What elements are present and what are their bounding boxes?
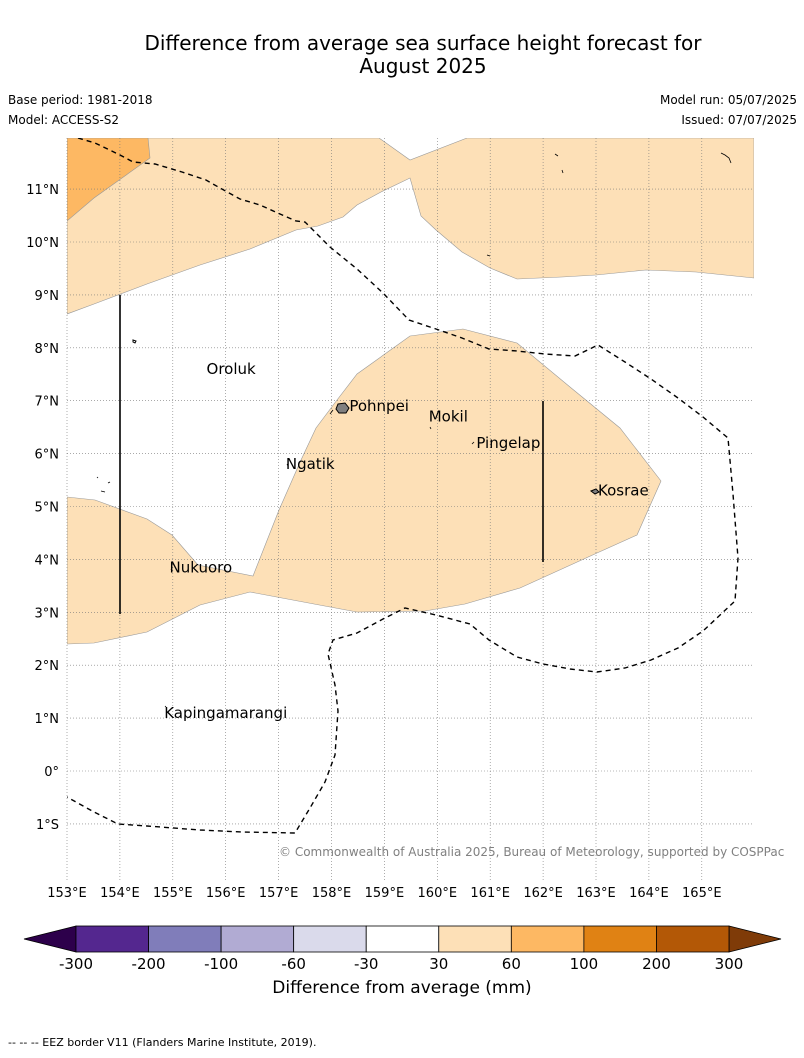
colorbar-tick-label: -100 <box>204 955 238 973</box>
place-label-kosrae: Kosrae <box>598 482 649 500</box>
anomaly-region-north <box>67 138 754 315</box>
lon-tick-label: 163°E <box>576 886 616 901</box>
eez-border-north <box>67 138 739 834</box>
lat-tick-label: 0° <box>44 765 59 780</box>
pohnpei-island <box>335 402 350 414</box>
lat-tick-label: 5°N <box>35 501 60 516</box>
colorbar-tick-label: 60 <box>502 955 521 973</box>
copyright-notice: © Commonwealth of Australia 2025, Bureau… <box>279 845 785 859</box>
lat-tick-label: 1°S <box>36 818 59 833</box>
base-period: Base period: 1981-2018 <box>8 93 153 107</box>
small-island-a <box>132 339 137 344</box>
lon-tick-label: 160°E <box>418 886 458 901</box>
colorbar-segment <box>656 925 730 953</box>
model-name: Model: ACCESS-S2 <box>8 113 120 127</box>
colorbar-title: Difference from average (mm) <box>272 978 532 998</box>
place-label-pingelap: Pingelap <box>476 434 540 452</box>
map-title: Difference from average sea surface heig… <box>0 32 804 78</box>
colorbar-under-arrow <box>23 925 77 953</box>
model-run: Model run: 05/07/2025 <box>659 93 797 107</box>
place-label-ngatik: Ngatik <box>286 455 335 473</box>
kosrae-island <box>589 488 600 495</box>
lon-tick-label: 159°E <box>365 886 405 901</box>
colorbar-segment <box>365 925 440 953</box>
anomaly-region-central <box>67 328 662 645</box>
lat-tick-label: 3°N <box>35 606 60 621</box>
map-title-line1: Difference from average sea surface heig… <box>144 31 702 55</box>
colorbar-tick-label: 300 <box>715 955 744 973</box>
place-label-nukuoro: Nukuoro <box>170 558 233 576</box>
colorbar-segment <box>220 925 295 953</box>
lat-tick-label: 7°N <box>35 395 60 410</box>
lat-tick-label: 2°N <box>35 659 60 674</box>
colorbar-segment <box>75 925 149 953</box>
anomaly-region-northwest <box>67 138 151 222</box>
vertical-markers <box>119 295 544 614</box>
lat-tick-label: 1°N <box>35 712 60 727</box>
colorbar-segment <box>438 925 512 953</box>
colorbar: -300 -200 -100 -60 -30 30 60 100 200 300 <box>23 925 782 973</box>
lon-tick-label: 164°E <box>629 886 669 901</box>
eez-source-note: -- -- -- EEZ border V11 (Flanders Marine… <box>8 1036 317 1049</box>
colorbar-tick-label: -300 <box>59 955 93 973</box>
colorbar-tick-label: 200 <box>642 955 671 973</box>
lat-tick-label: 6°N <box>35 448 60 463</box>
map-title-line2: August 2025 <box>359 54 487 78</box>
colorbar-segment <box>293 925 367 953</box>
colorbar-segment <box>148 925 222 953</box>
map-axes: 153°E 154°E 155°E 156°E 157°E 158°E 159°E 160°E… <box>26 183 721 901</box>
lon-tick-label: 158°E <box>312 886 352 901</box>
atoll-marks <box>164 362 475 708</box>
lat-tick-label: 10°N <box>26 236 59 251</box>
place-label-kapingamarangi: Kapingamarangi <box>164 704 287 722</box>
lon-tick-label: 162°E <box>523 886 563 901</box>
place-label-oroluk: Oroluk <box>207 360 256 378</box>
small-island-b <box>96 476 111 493</box>
lat-tick-label: 9°N <box>35 289 60 304</box>
lon-tick-label: 165°E <box>682 886 722 901</box>
lon-tick-label: 154°E <box>100 886 140 901</box>
colorbar-tick-label: 30 <box>429 955 448 973</box>
colorbar-over-arrow <box>728 925 782 953</box>
anomaly-shading <box>67 138 754 645</box>
place-label-mokil: Mokil <box>429 408 468 426</box>
lat-tick-label: 11°N <box>26 183 59 198</box>
lon-tick-label: 155°E <box>153 886 193 901</box>
place-labels: Oroluk Pohnpei Mokil Pingelap Ngatik Kosrae Nu… <box>164 360 648 722</box>
colorbar-tick-label: -200 <box>132 955 166 973</box>
islands <box>96 152 732 708</box>
colorbar-segment <box>510 925 585 953</box>
colorbar-tick-label: 100 <box>570 955 599 973</box>
colorbar-tick-label: -60 <box>281 955 306 973</box>
place-label-pohnpei: Pohnpei <box>349 397 409 415</box>
lon-tick-label: 153°E <box>47 886 87 901</box>
colorbar-segment <box>583 925 657 953</box>
issued-date: Issued: 07/07/2025 <box>681 113 797 127</box>
lat-tick-label: 8°N <box>35 342 60 357</box>
lon-tick-label: 157°E <box>259 886 299 901</box>
colorbar-tick-label: -30 <box>354 955 379 973</box>
lon-tick-label: 156°E <box>206 886 246 901</box>
graticule <box>66 138 754 880</box>
eez-border <box>67 138 739 834</box>
lat-tick-label: 4°N <box>35 553 60 568</box>
lon-tick-label: 161°E <box>470 886 510 901</box>
small-island-c <box>486 152 732 257</box>
